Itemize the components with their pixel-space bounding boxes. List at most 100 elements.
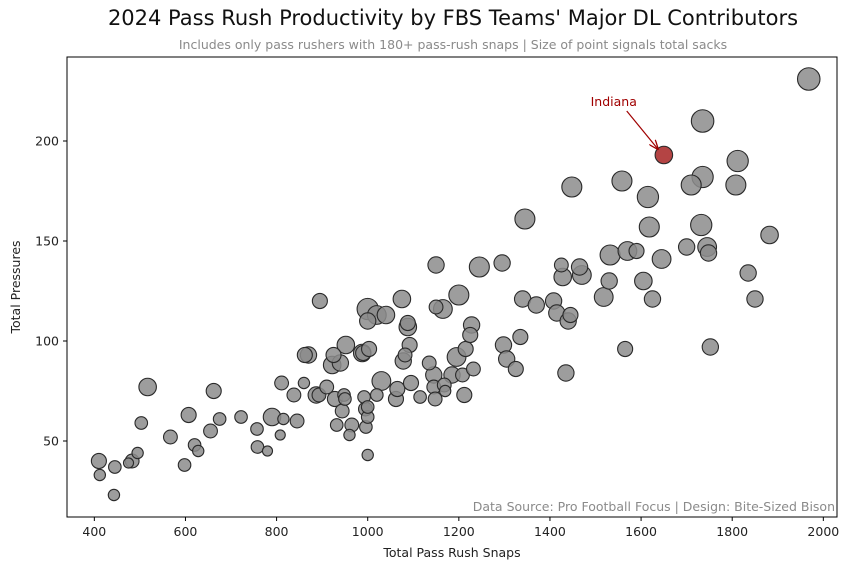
data-point	[361, 340, 378, 358]
data-point	[402, 374, 420, 392]
data-point	[93, 468, 107, 482]
data-point	[399, 314, 416, 332]
data-point	[277, 412, 290, 426]
data-point	[638, 216, 660, 238]
data-point	[180, 406, 197, 424]
data-point	[600, 272, 618, 290]
data-point	[212, 412, 227, 426]
data-point	[561, 176, 583, 198]
data-point	[250, 422, 264, 436]
data-point	[274, 429, 286, 441]
data-point	[108, 460, 122, 474]
data-point	[311, 292, 328, 310]
data-point	[599, 244, 621, 266]
data-point	[361, 448, 374, 462]
data-point	[389, 380, 406, 398]
data-point	[203, 423, 218, 439]
data-point	[371, 371, 392, 391]
data-point	[376, 305, 396, 325]
data-point	[562, 306, 579, 324]
data-point	[177, 458, 192, 472]
data-point	[760, 225, 779, 245]
chart-subtitle: Includes only pass rushers with 180+ pas…	[178, 37, 728, 52]
data-point	[369, 388, 384, 402]
data-point	[329, 418, 344, 432]
data-point	[514, 208, 536, 230]
data-point	[343, 428, 356, 442]
data-point	[107, 488, 121, 502]
data-point	[690, 213, 713, 237]
data-point	[570, 258, 589, 276]
data-point	[192, 444, 205, 458]
data-point	[334, 403, 350, 419]
data-point	[162, 429, 178, 445]
x-tick-label: 1600	[625, 524, 657, 539]
data-point	[493, 254, 511, 272]
data-point	[690, 109, 715, 133]
y-tick-label: 200	[35, 134, 59, 149]
data-point	[413, 390, 427, 404]
data-point	[274, 375, 290, 391]
data-points	[90, 67, 821, 502]
data-point	[457, 340, 474, 358]
x-tick-label: 1200	[443, 524, 475, 539]
data-point	[319, 379, 335, 395]
x-tick-label: 400	[82, 524, 106, 539]
data-point	[360, 400, 375, 414]
data-point	[234, 410, 248, 424]
data-point	[527, 296, 545, 314]
source-credit: Data Source: Pro Football Focus | Design…	[473, 499, 835, 514]
data-point	[261, 445, 274, 457]
data-point	[296, 346, 313, 364]
annotation: Indiana	[591, 94, 658, 149]
data-point	[134, 416, 149, 430]
data-point	[338, 392, 352, 406]
chart-title: 2024 Pass Rush Productivity by FBS Teams…	[107, 6, 799, 30]
x-tick-label: 600	[174, 524, 198, 539]
data-point	[448, 284, 470, 306]
x-tick-label: 800	[265, 524, 289, 539]
y-tick-label: 150	[35, 234, 59, 249]
data-point	[421, 355, 437, 371]
data-point	[507, 360, 524, 378]
data-point	[131, 446, 144, 460]
x-tick-label: 1000	[352, 524, 384, 539]
data-point	[651, 249, 672, 269]
data-point	[512, 328, 529, 346]
y-tick-label: 50	[43, 434, 59, 449]
data-point	[427, 256, 445, 274]
x-tick-label: 1800	[716, 524, 748, 539]
y-tick-label: 100	[35, 334, 59, 349]
data-point	[462, 326, 479, 344]
data-point	[739, 264, 757, 282]
data-point	[138, 377, 157, 397]
y-axis-label: Total Pressures	[8, 240, 23, 334]
x-tick-label: 1400	[534, 524, 566, 539]
data-point	[634, 271, 653, 291]
data-point	[611, 170, 633, 192]
data-point	[359, 312, 377, 330]
data-point	[636, 185, 660, 209]
annotation-arrow	[626, 110, 658, 149]
data-point	[325, 346, 342, 364]
data-point	[205, 382, 222, 400]
data-point	[677, 238, 696, 256]
data-point	[428, 299, 444, 315]
data-point	[796, 67, 821, 91]
data-point	[456, 386, 473, 404]
data-point	[468, 256, 490, 278]
data-point	[557, 364, 575, 382]
data-point	[122, 457, 135, 469]
data-point	[286, 387, 302, 403]
data-point	[289, 413, 305, 429]
axis-ticks: 400 600 800 1000 1200 1400 1600 1800 2000 50 100 15…	[35, 134, 839, 540]
data-point	[427, 391, 443, 407]
data-point	[553, 257, 569, 273]
annotation-label: Indiana	[591, 94, 637, 109]
plot-frame	[66, 56, 838, 518]
data-point	[699, 244, 718, 262]
data-point	[397, 347, 413, 363]
data-point	[725, 174, 747, 196]
data-point	[297, 376, 311, 390]
